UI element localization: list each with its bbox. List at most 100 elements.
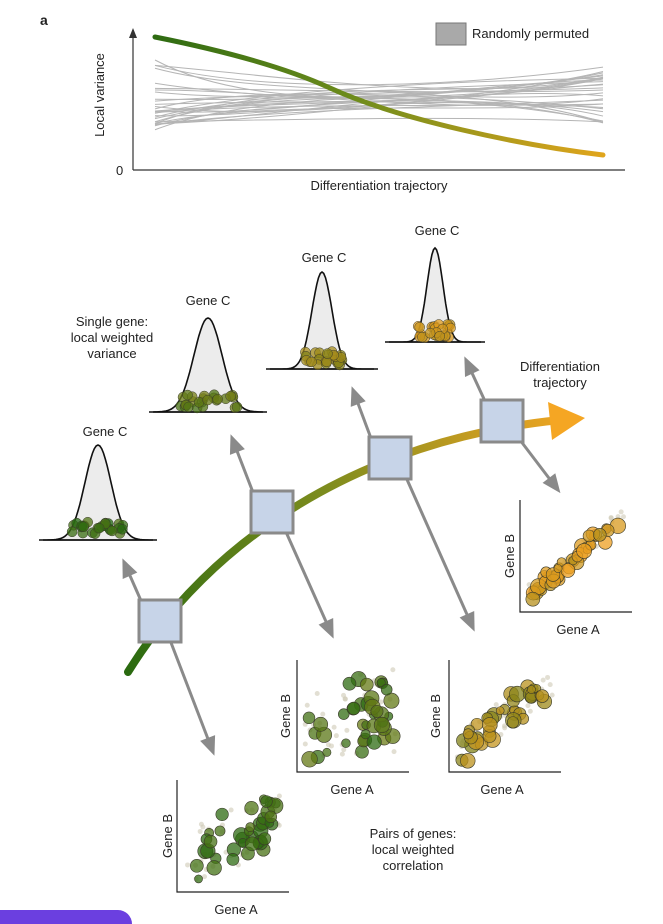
permuted-line <box>154 67 604 123</box>
arrow-w1-up-head <box>122 558 138 579</box>
scatter-dot <box>347 701 361 716</box>
y-axis-arrow <box>129 28 137 38</box>
scatter-dot <box>460 753 476 769</box>
trajectory-arrowhead <box>548 402 585 440</box>
scatter-dot <box>244 836 260 852</box>
bell-curve-2 <box>152 317 264 413</box>
scatter-dot <box>370 704 384 718</box>
arrow-w4-up-head <box>464 356 480 377</box>
scatter-dot <box>215 807 229 821</box>
scatter-bg-dot <box>202 874 208 880</box>
scatter-dot <box>244 801 259 816</box>
bell-dot <box>424 327 436 339</box>
correlation-scatters <box>176 500 632 893</box>
scatter-bg-dot <box>333 733 339 739</box>
scatter-bg-dot <box>197 828 203 834</box>
variance-distributions <box>39 246 485 541</box>
bell-dot <box>182 389 193 401</box>
top-x-axis-label: Differentiation trajectory <box>310 178 448 193</box>
window-box-3 <box>367 435 413 481</box>
arrow-w3-down-shaft <box>403 474 475 629</box>
scatter-bg-dot <box>314 691 320 697</box>
gene-c-label-4: Gene C <box>414 223 460 238</box>
scatter-2-x-label: Gene A <box>330 782 374 797</box>
bell-dot <box>66 526 78 538</box>
scatter-dot <box>206 860 222 876</box>
gene-c-label-1: Gene C <box>82 424 128 439</box>
scatter-bg-dot <box>545 674 551 680</box>
bell-dot <box>434 330 445 342</box>
window-box-2 <box>249 489 295 535</box>
scatter-bg-dot <box>342 696 348 702</box>
scatter-dot <box>482 717 498 733</box>
scatter-dot <box>593 528 607 542</box>
scatter-bg-dot <box>608 515 614 521</box>
legend-swatch <box>435 22 467 46</box>
scatter-dot <box>302 711 316 725</box>
scatter-bg-dot <box>378 699 384 705</box>
scatter-dot <box>313 716 329 732</box>
arrow-w1-down-shaft <box>168 639 215 753</box>
bell-dot <box>193 397 205 408</box>
scatter-bg-dot <box>185 862 191 868</box>
permuted-line <box>154 97 604 123</box>
scatter-2-y-label: Gene B <box>278 693 293 739</box>
bell-dot <box>414 321 425 333</box>
scatter-dot <box>376 678 386 688</box>
bell-dot <box>322 348 333 359</box>
scatter-dot <box>560 563 576 578</box>
single-gene-label: Single gene: local weighted variance <box>70 314 154 361</box>
gene-c-label-2: Gene C <box>185 293 231 308</box>
scatter-dot <box>373 716 391 734</box>
bell-dot <box>212 393 223 405</box>
scatter-3-x-label: Gene A <box>480 782 524 797</box>
scatter-4-y-label: Gene B <box>160 813 175 859</box>
arrow-w2-down-head <box>318 618 334 639</box>
scatter-bg-dot <box>502 725 508 731</box>
scatter-dot <box>355 744 369 759</box>
top-variance-plot <box>129 22 625 171</box>
scatter-bg-dot <box>304 702 310 708</box>
scatter-dot <box>506 716 519 729</box>
bell-dot <box>106 525 118 537</box>
window-boxes <box>137 398 525 644</box>
scatter-dot <box>260 795 273 808</box>
permuted-line <box>154 77 604 114</box>
scatter-dot <box>338 708 350 720</box>
arrow-w4-down-head <box>542 473 561 494</box>
scatter-4-axes <box>176 780 289 893</box>
scatter-bg-dot <box>328 743 334 749</box>
scatter-dot <box>342 676 357 691</box>
scatter-bg-dot <box>527 708 533 714</box>
window-box-1 <box>137 598 183 644</box>
permuted-line <box>154 99 604 126</box>
scatter-dot <box>341 738 351 748</box>
permuted-lines <box>154 59 604 131</box>
pairs-label: Pairs of genes: local weighted correlati… <box>369 826 457 873</box>
scatter-2-axes <box>296 660 409 773</box>
scatter-dot <box>264 810 278 823</box>
scatter-bg-dot <box>331 724 337 730</box>
bell-curve-1 <box>43 444 153 541</box>
scatter-dot <box>535 689 550 703</box>
bell-dot <box>225 390 236 402</box>
scatter-dot <box>526 685 536 694</box>
scatter-dot <box>495 706 505 715</box>
trajectory-line <box>124 416 564 676</box>
scatter-bg-dot <box>198 821 204 827</box>
panel-label: a <box>40 12 48 28</box>
permuted-line <box>154 64 604 90</box>
scatter-dot <box>245 822 256 833</box>
top-y-zero: 0 <box>116 163 124 178</box>
scatter-dot <box>360 677 374 692</box>
scatter-dot <box>301 751 318 768</box>
scatter-bg-dot <box>547 682 553 688</box>
scatter-bg-dot <box>621 514 627 520</box>
legend-label: Randomly permuted <box>472 26 590 41</box>
bell-dot <box>231 401 243 413</box>
scatter-dot <box>226 853 240 866</box>
gene-c-label-3: Gene C <box>301 250 347 265</box>
observed-variance-line <box>152 34 606 158</box>
scatter-bg-dot <box>320 711 326 717</box>
scatter-1-y-label: Gene B <box>502 533 517 579</box>
